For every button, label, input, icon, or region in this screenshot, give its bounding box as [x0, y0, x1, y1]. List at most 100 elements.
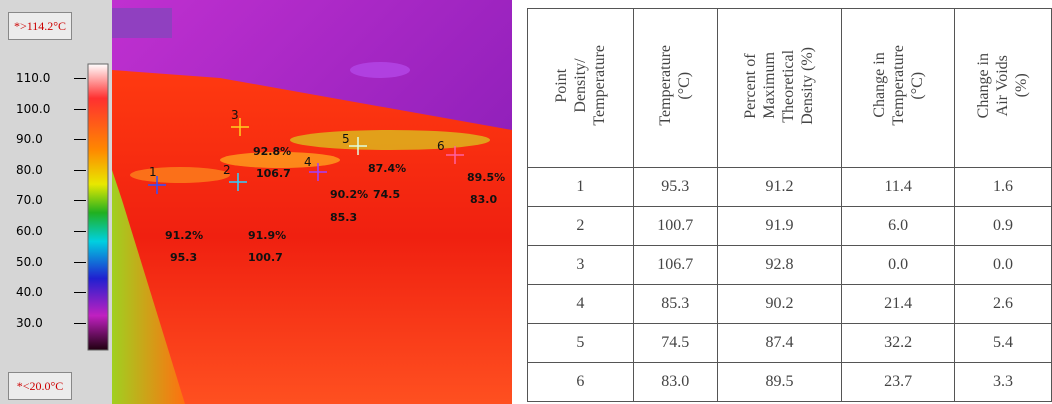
table-cell: 106.7	[633, 246, 717, 285]
scale-tick-label: 90.0	[16, 132, 43, 146]
table-cell: 91.2	[717, 168, 842, 207]
table-cell: 11.4	[842, 168, 955, 207]
equipment	[112, 8, 172, 38]
table-cell: 21.4	[842, 285, 955, 324]
table-cell: 1.6	[954, 168, 1051, 207]
header-line: Theoretical	[779, 47, 798, 125]
header-line: (°C)	[675, 45, 694, 126]
scale-tick	[74, 78, 86, 79]
header-line: (°C)	[908, 45, 927, 126]
header-line: Percent of	[741, 47, 760, 125]
scale-tick	[74, 170, 86, 171]
table-cell: 6.0	[842, 207, 955, 246]
scale-tick	[74, 323, 86, 324]
scale-tick	[74, 292, 86, 293]
scale-tick-label: 100.0	[16, 102, 50, 116]
table-cell: 90.2	[717, 285, 842, 324]
table-cell: 6	[528, 363, 634, 402]
table-cell: 0.0	[842, 246, 955, 285]
thermal-graphics	[0, 0, 512, 404]
scale-tick	[74, 231, 86, 232]
header-text: Temperature(°C)	[656, 45, 694, 126]
point-density: 91.9%	[248, 229, 286, 242]
point-density: 92.8%	[253, 145, 291, 158]
color-bar	[88, 64, 108, 350]
header-line: Temperature	[656, 45, 675, 126]
table-cell: 5	[528, 324, 634, 363]
table-cell: 2	[528, 207, 634, 246]
page: *>114.2°C *<20.0°C 110.0100.090.080.070.…	[0, 0, 1052, 404]
header-line: Point	[552, 45, 571, 126]
point-temperature: 106.7	[256, 167, 291, 180]
table-cell: 0.0	[954, 246, 1051, 285]
header-line: Temperature	[590, 45, 609, 126]
point-id: 1	[149, 165, 157, 179]
table-cell: 85.3	[633, 285, 717, 324]
point-id: 6	[437, 139, 445, 153]
table-cell: 5.4	[954, 324, 1051, 363]
scale-tick-label: 30.0	[16, 316, 43, 330]
table-cell: 3	[528, 246, 634, 285]
point-id: 2	[223, 163, 231, 177]
scale-tick-label: 80.0	[16, 163, 43, 177]
scale-tick-label: 60.0	[16, 224, 43, 238]
min-temp-label: *<20.0°C	[8, 372, 72, 400]
point-temperature: 85.3	[330, 211, 357, 224]
scale-tick	[74, 200, 86, 201]
table-cell: 87.4	[717, 324, 842, 363]
table-cell: 83.0	[633, 363, 717, 402]
point-density: 87.4%	[368, 162, 406, 175]
header-line: Temperature	[889, 45, 908, 126]
table-cell: 32.2	[842, 324, 955, 363]
table-cell: 23.7	[842, 363, 955, 402]
point-density: 89.5%	[467, 171, 505, 184]
point-density: 90.2%	[330, 188, 368, 201]
table-cell: 2.6	[954, 285, 1051, 324]
scale-tick-label: 50.0	[16, 255, 43, 269]
sky-blob	[350, 62, 410, 78]
table-cell: 1	[528, 168, 634, 207]
header-line: Maximum	[760, 47, 779, 125]
point-id: 5	[342, 132, 350, 146]
header-line: (%)	[1012, 53, 1031, 118]
table-cell: 89.5	[717, 363, 842, 402]
scale-tick	[74, 109, 86, 110]
table-cell: 3.3	[954, 363, 1051, 402]
table-cell: 0.9	[954, 207, 1051, 246]
table-cell: 92.8	[717, 246, 842, 285]
point-temperature: 74.5	[373, 188, 400, 201]
table-cell: 4	[528, 285, 634, 324]
point-id: 3	[231, 108, 239, 122]
point-temperature: 83.0	[470, 193, 497, 206]
header-line: Density/	[571, 45, 590, 126]
warm-zone	[130, 167, 230, 183]
header-line: Air Voids	[993, 53, 1012, 118]
point-temperature: 95.3	[170, 251, 197, 264]
point-id: 4	[304, 155, 312, 169]
max-temp-label: *>114.2°C	[8, 12, 72, 40]
scale-tick-label: 110.0	[16, 71, 50, 85]
point-temperature: 100.7	[248, 251, 283, 264]
table-cell: 91.9	[717, 207, 842, 246]
header-line: Change in	[974, 53, 993, 118]
point-density: 91.2%	[165, 229, 203, 242]
table-cell: 74.5	[633, 324, 717, 363]
table-cell: 95.3	[633, 168, 717, 207]
header-line: Change in	[870, 45, 889, 126]
table-cell: 100.7	[633, 207, 717, 246]
scale-tick-label: 70.0	[16, 193, 43, 207]
